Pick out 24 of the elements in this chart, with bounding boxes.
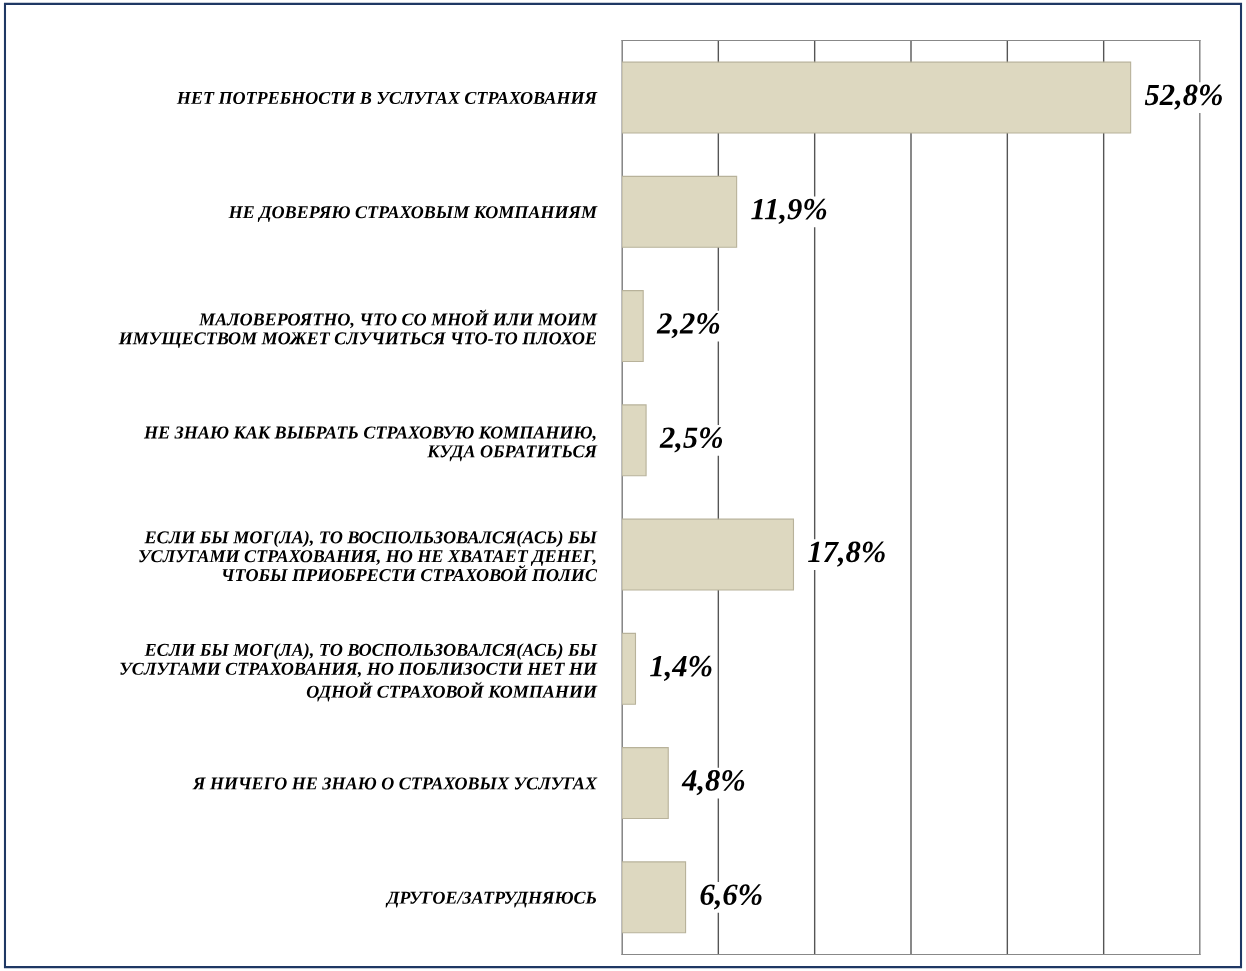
bar bbox=[622, 290, 644, 363]
y-tick-label: МАЛОВЕРОЯТНО, ЧТО СО МНОЙ ИЛИ МОИМ ИМУЩЕСТВОМ МОЖЕТ СЛУЧИТЬСЯ ЧТО-ТО ПЛОХОЕ bbox=[118, 309, 598, 349]
y-tick-label: Я НИЧЕГО НЕ ЗНАЮ О СТРАХОВЫХ УСЛУГАХ bbox=[192, 777, 598, 790]
data-label: 2,5% bbox=[659, 427, 723, 453]
data-label: 2,2% bbox=[656, 313, 720, 339]
y-tick-label: ДРУГОЕ/ЗАТРУДНЯЮСЬ bbox=[385, 891, 597, 908]
data-label: 4,8% bbox=[681, 770, 745, 796]
y-tick-label: НЕ ДОВЕРЯЮ СТРАХОВЫМ КОМПАНИЯМ bbox=[228, 206, 598, 222]
bar bbox=[622, 61, 1132, 134]
data-label: 52,8% bbox=[1144, 84, 1222, 110]
bar bbox=[622, 404, 647, 477]
bar bbox=[622, 747, 669, 820]
y-tick-label: ЕСЛИ БЫ МОГ(ЛА), ТО ВОСПОЛЬЗОВАЛСЯ(АСЬ) БЫ УСЛУГАМИ СТРАХОВАНИЯ, НО НЕ ХВАТАЕТ ДЕНЕГ, ЧТОБЫ ПРИОБРЕСТИ СТРАХОВОЙ ПОЛИС bbox=[139, 530, 598, 582]
data-label: 11,9% bbox=[751, 198, 827, 224]
bar bbox=[622, 175, 738, 248]
y-tick-label: ЕСЛИ БЫ МОГ(ЛА), ТО ВОСПОЛЬЗОВАЛСЯ(АСЬ) БЫ УСЛУГАМИ СТРАХОВАНИЯ, НО ПОБЛИЗОСТИ НЕТ НИ ОДНОЙ СТРАХОВОЙ КОМПАНИИ bbox=[120, 643, 598, 702]
bar bbox=[622, 518, 795, 591]
y-tick-label: НЕ ЗНАЮ КАК ВЫБРАТЬ СТРАХОВУЮ КОМПАНИЮ, КУДА ОБРАТИТЬСЯ bbox=[143, 426, 598, 462]
y-tick-label: НЕТ ПОТРЕБНОСТИ В УСЛУГАХ СТРАХОВАНИЯ bbox=[176, 91, 598, 105]
data-label: 1,4% bbox=[650, 655, 712, 681]
data-label: 17,8% bbox=[808, 541, 885, 567]
bar bbox=[622, 632, 637, 705]
data-label: 6,6% bbox=[700, 884, 762, 910]
bar bbox=[622, 861, 687, 934]
